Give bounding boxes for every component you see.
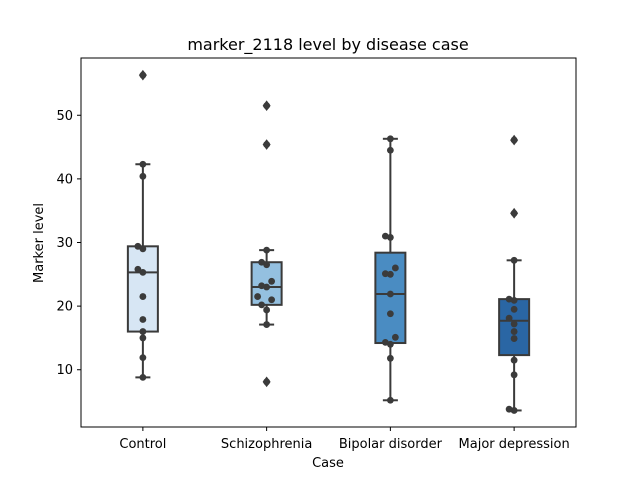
y-tick-label: 10 [56, 363, 73, 378]
data-point [139, 373, 147, 381]
data-point [386, 310, 394, 318]
data-point [510, 136, 518, 144]
data-point [268, 277, 276, 285]
data-point [258, 301, 266, 309]
chart-title: marker_2118 level by disease case [187, 35, 468, 55]
data-point [139, 328, 147, 335]
data-point [263, 261, 271, 269]
data-point [139, 293, 147, 300]
data-point [258, 258, 266, 266]
data-point [510, 320, 518, 328]
plot-area: 10 20 30 40 50 Control Schizophrenia Bipolar di… [56, 57, 577, 452]
data-point [510, 209, 518, 217]
data-point [254, 293, 262, 300]
data-point [391, 264, 399, 272]
plot-frame [80, 57, 577, 428]
data-point [386, 354, 394, 362]
data-point [139, 172, 147, 180]
data-point [263, 321, 271, 328]
data-point [139, 354, 147, 362]
y-tick-label: 30 [56, 236, 73, 251]
data-point [139, 71, 147, 79]
x-tick-label: Control [119, 437, 166, 452]
data-point [263, 378, 271, 386]
data-point [505, 405, 513, 413]
data-point [139, 316, 147, 323]
data-point [263, 141, 271, 148]
data-point [505, 295, 513, 303]
x-tick-label: Schizophrenia [221, 437, 312, 452]
data-point [139, 334, 147, 342]
data-point [391, 333, 399, 341]
data-point [263, 102, 271, 110]
data-point [381, 232, 389, 240]
data-point [386, 146, 394, 154]
box-bipolar-disorder [374, 251, 407, 345]
data-point [510, 328, 518, 335]
data-point [139, 160, 147, 168]
y-tick-label: 40 [56, 172, 73, 187]
data-point [139, 245, 147, 253]
data-point [386, 396, 394, 404]
data-point [386, 290, 394, 298]
y-axis-title: Marker level [32, 203, 47, 283]
data-point [381, 338, 389, 346]
data-point [386, 135, 394, 143]
x-axis-title: Case [312, 456, 344, 471]
x-tick-label: Bipolar disorder [339, 437, 443, 452]
data-point [510, 371, 518, 379]
data-point [386, 270, 394, 278]
data-point [381, 270, 389, 278]
data-point [268, 296, 276, 304]
data-point [505, 314, 513, 322]
data-point [139, 269, 147, 276]
data-point [134, 242, 142, 250]
data-point [258, 282, 266, 290]
x-tick-label: Major depression [459, 437, 570, 452]
data-point [263, 306, 271, 314]
y-tick-label: 20 [56, 300, 73, 315]
data-point [134, 265, 142, 273]
data-point [510, 305, 518, 313]
data-point [263, 246, 271, 254]
y-tick-label: 50 [56, 109, 73, 124]
data-point [510, 356, 518, 364]
data-point [510, 335, 518, 342]
data-point [510, 256, 518, 264]
